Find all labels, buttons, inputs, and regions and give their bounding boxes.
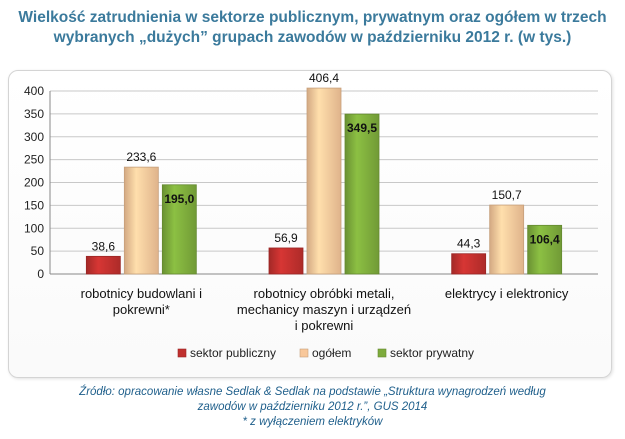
y-tick-label: 300 [24, 130, 44, 144]
y-tick-label: 100 [24, 221, 44, 235]
bar [306, 87, 342, 275]
y-tick-label: 0 [37, 267, 44, 281]
bar [489, 204, 525, 275]
legend-entry: sektor prywatny [390, 346, 474, 360]
data-label: 349,5 [347, 121, 377, 135]
footnote: * z wyłączeniem elektryków [242, 416, 383, 428]
legend-swatch [177, 348, 187, 358]
chart-title-line-2: wybranych „dużych” grupach zawodów w paź… [53, 29, 572, 46]
data-label: 56,9 [274, 231, 298, 245]
legend-entry: ogółem [312, 346, 351, 360]
x-tick-label: mechanicy maszyn i urządzeń [237, 302, 411, 317]
bar [527, 224, 563, 275]
bar [85, 255, 121, 275]
x-tick-label: robotnicy obróbki metali, [254, 286, 395, 301]
chart-title: Wielkość zatrudnienia w sektorze publicz… [0, 8, 625, 48]
bar [268, 247, 304, 275]
y-tick-label: 250 [24, 153, 44, 167]
source-line-1: Źródło: opracowanie własne Sedlak & Sedl… [79, 386, 546, 398]
x-tick-label: pokrewni* [113, 302, 170, 317]
legend-swatch [377, 348, 387, 358]
data-label: 406,4 [309, 71, 339, 85]
data-label: 44,3 [457, 237, 481, 251]
bar [451, 253, 487, 275]
legend-entry: sektor publiczny [190, 346, 276, 360]
y-tick-label: 150 [24, 198, 44, 212]
data-label: 195,0 [164, 192, 194, 206]
source-line-2: zawodów w październiku 2012 r.”, GUS 201… [197, 401, 428, 413]
y-tick-label: 50 [31, 244, 45, 258]
x-tick-label: elektrycy i elektronicy [445, 286, 569, 301]
bar [344, 113, 380, 275]
x-tick-label: robotnicy budowlani i [81, 286, 203, 301]
chart-title-line-1: Wielkość zatrudnienia w sektorze publicz… [18, 9, 607, 26]
bar [123, 166, 159, 275]
legend-swatch [299, 348, 309, 358]
y-tick-label: 200 [24, 176, 44, 190]
data-label: 38,6 [92, 239, 116, 253]
y-tick-label: 350 [24, 107, 44, 121]
bar [161, 184, 197, 275]
data-label: 233,6 [126, 150, 156, 164]
source-note: Źródło: opracowanie własne Sedlak & Sedl… [0, 385, 625, 430]
data-label: 106,4 [530, 232, 560, 246]
data-label: 150,7 [492, 188, 522, 202]
x-tick-label: i pokrewni [295, 318, 354, 333]
y-tick-label: 400 [24, 84, 44, 98]
